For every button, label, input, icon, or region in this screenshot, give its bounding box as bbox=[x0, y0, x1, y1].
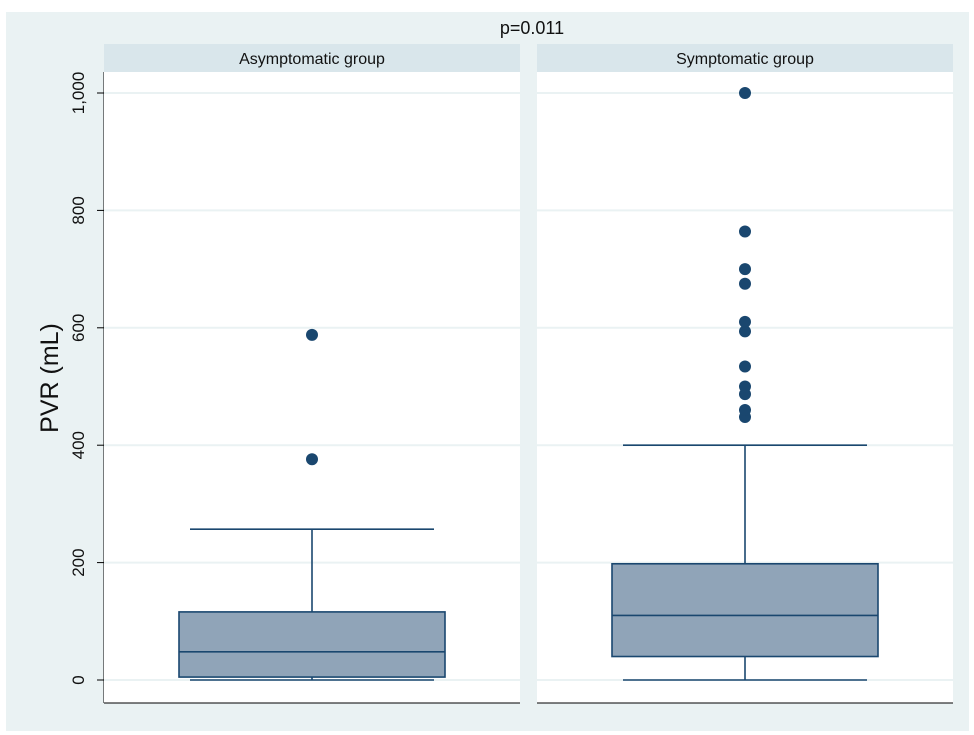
outlier-point bbox=[739, 360, 751, 373]
panel-symptomatic: Symptomatic group bbox=[537, 44, 953, 704]
outlier-point bbox=[739, 403, 751, 416]
y-tick-label: 600 bbox=[69, 314, 88, 342]
panel-asymptomatic: Asymptomatic group bbox=[104, 44, 520, 704]
strip-label: Symptomatic group bbox=[676, 51, 814, 68]
y-tick-label: 400 bbox=[69, 431, 88, 459]
y-axis-label: PVR (mL) bbox=[36, 323, 64, 433]
outlier-point bbox=[306, 328, 318, 341]
chart-title: p=0.011 bbox=[500, 18, 564, 38]
outlier-point bbox=[739, 263, 751, 276]
y-tick-label: 1,000 bbox=[69, 72, 88, 115]
outlier-point bbox=[739, 315, 751, 328]
y-tick-label: 800 bbox=[69, 196, 88, 224]
outlier-point bbox=[739, 87, 751, 99]
iqr-box bbox=[178, 611, 446, 678]
outlier-point bbox=[739, 380, 751, 393]
y-tick-label: 0 bbox=[69, 675, 88, 684]
y-tick-label: 200 bbox=[69, 548, 88, 576]
strip-label: Asymptomatic group bbox=[239, 51, 385, 68]
outlier-point bbox=[306, 453, 318, 466]
strip-header bbox=[537, 44, 953, 72]
panels: Asymptomatic group Symptomatic group bbox=[104, 44, 953, 704]
strip-header bbox=[104, 44, 520, 72]
outlier-point bbox=[739, 225, 751, 238]
outlier-point bbox=[739, 277, 751, 290]
iqr-box bbox=[611, 562, 879, 658]
outlier-point bbox=[739, 325, 751, 338]
